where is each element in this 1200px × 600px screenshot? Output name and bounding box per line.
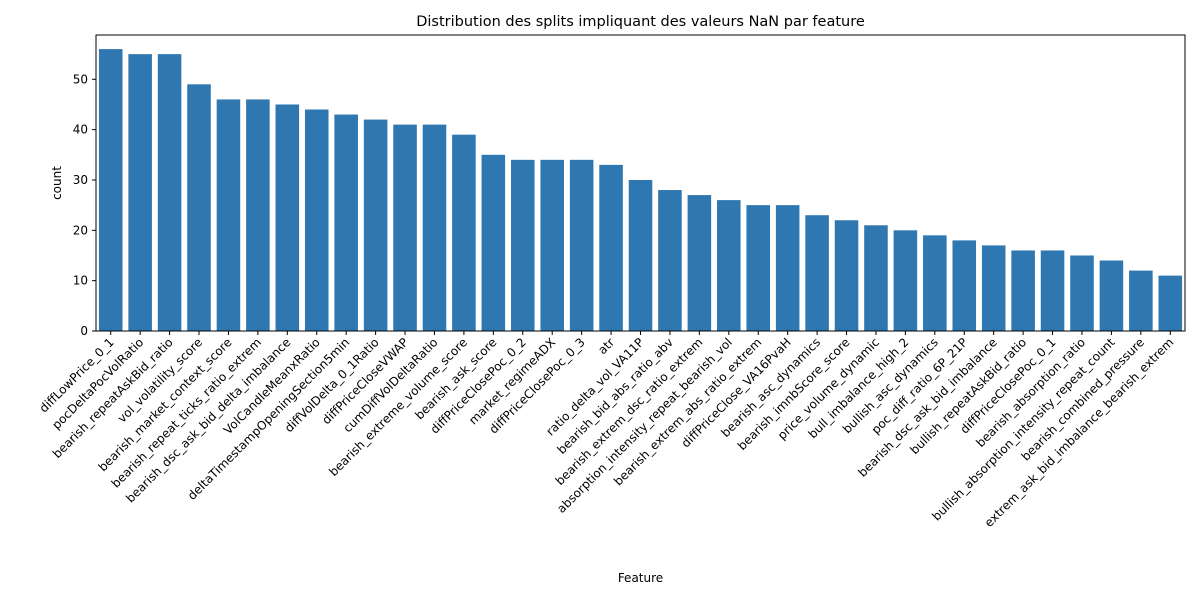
y-tick-label: 20 (73, 223, 88, 237)
bar (157, 54, 182, 331)
bar (1158, 275, 1183, 331)
bar (775, 205, 800, 331)
bar (746, 205, 771, 331)
bar (275, 104, 300, 331)
bar (1129, 270, 1153, 331)
bar (864, 225, 888, 331)
bar (952, 240, 977, 331)
bar (422, 124, 447, 331)
bar (216, 99, 241, 331)
bar (569, 159, 594, 331)
y-axis-label: count (50, 166, 64, 200)
y-tick-label: 0 (80, 324, 88, 338)
bar (363, 119, 388, 331)
y-tick-label: 50 (73, 72, 88, 86)
y-axis: 0 10 20 30 40 50 (73, 72, 96, 338)
bar (128, 54, 152, 331)
bars-group (98, 49, 1183, 331)
bar (511, 159, 535, 331)
bar (540, 159, 564, 331)
x-axis-label: Feature (618, 571, 663, 585)
bar (452, 134, 476, 331)
y-tick-label: 40 (73, 123, 88, 137)
y-tick-label: 30 (73, 173, 88, 187)
bar (599, 164, 623, 331)
bar (98, 49, 123, 331)
bar (304, 109, 329, 331)
bar (628, 179, 653, 331)
plot-frame (95, 34, 1186, 332)
y-tick-label: 10 (73, 274, 88, 288)
bar (923, 235, 947, 331)
bar (1070, 255, 1094, 331)
bar (1099, 260, 1124, 331)
bar (893, 230, 918, 331)
bar (717, 200, 741, 331)
bar (1040, 250, 1065, 331)
bar (393, 124, 417, 331)
bar (981, 245, 1006, 331)
bar (687, 195, 712, 331)
bar (246, 99, 270, 331)
bar (481, 154, 506, 331)
bar (805, 215, 829, 331)
bar (334, 114, 358, 331)
chart-title: Distribution des splits impliquant des v… (416, 14, 865, 30)
bar (187, 84, 211, 331)
bar (658, 190, 682, 331)
bar (1011, 250, 1035, 331)
bar (834, 220, 859, 331)
